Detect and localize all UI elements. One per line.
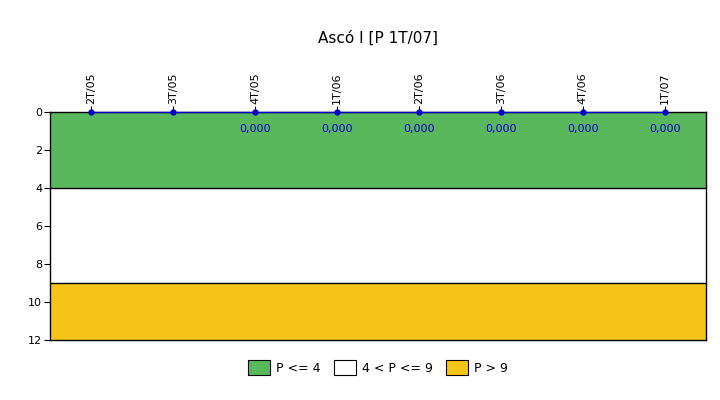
Text: 0,000: 0,000 bbox=[321, 124, 353, 134]
Text: 0,000: 0,000 bbox=[403, 124, 435, 134]
Title: Ascó I [P 1T/07]: Ascó I [P 1T/07] bbox=[318, 30, 438, 46]
Bar bbox=[50, 112, 706, 188]
Text: 0,000: 0,000 bbox=[567, 124, 598, 134]
Bar bbox=[50, 283, 706, 340]
Legend: P <= 4, 4 < P <= 9, P > 9: P <= 4, 4 < P <= 9, P > 9 bbox=[243, 355, 513, 380]
Text: 0,000: 0,000 bbox=[485, 124, 517, 134]
Text: 0,000: 0,000 bbox=[240, 124, 271, 134]
Text: 0,000: 0,000 bbox=[649, 124, 680, 134]
Bar bbox=[50, 188, 706, 283]
